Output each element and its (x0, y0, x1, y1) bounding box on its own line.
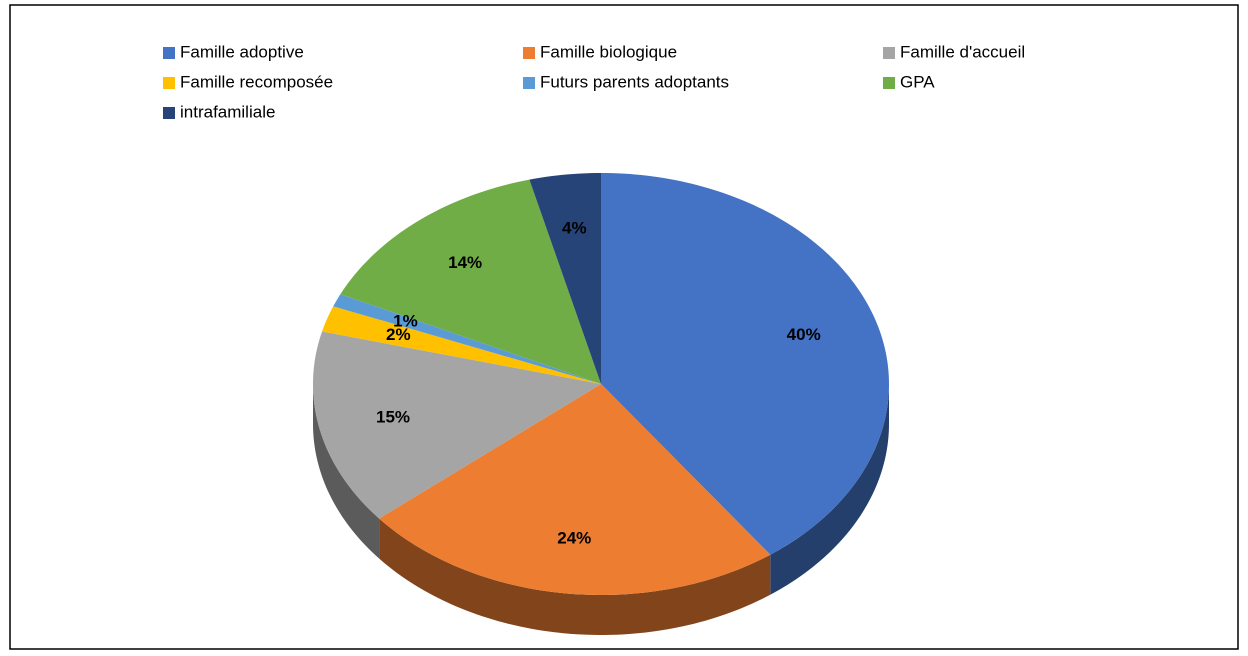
data-label: 15% (376, 408, 410, 427)
legend-label: intrafamiliale (180, 102, 275, 121)
legend-label: Famille biologique (540, 42, 677, 61)
slice-side (379, 518, 771, 635)
data-label: 40% (787, 325, 821, 344)
legend-label: Famille adoptive (180, 42, 304, 61)
legend-label: Famille d'accueil (900, 42, 1025, 61)
slice (340, 179, 601, 384)
legend-swatch (523, 77, 535, 89)
slice-side (770, 384, 889, 595)
slice (529, 173, 601, 384)
slice (333, 294, 601, 384)
slice (322, 306, 601, 384)
data-label: 1% (393, 311, 418, 330)
legend-swatch (523, 47, 535, 59)
legend-swatch (883, 77, 895, 89)
data-label: 2% (386, 325, 411, 344)
legend-swatch (883, 47, 895, 59)
legend-swatch (163, 107, 175, 119)
data-label: 4% (562, 219, 587, 238)
slice (313, 331, 601, 519)
slice (379, 384, 771, 595)
legend-swatch (163, 47, 175, 59)
legend-swatch (163, 77, 175, 89)
legend-label: GPA (900, 72, 935, 91)
slice-side (313, 384, 380, 559)
legend-label: Futurs parents adoptants (540, 72, 729, 91)
data-label: 24% (557, 528, 591, 547)
slice (601, 173, 889, 555)
data-label: 14% (448, 253, 482, 272)
legend-label: Famille recomposée (180, 72, 333, 91)
